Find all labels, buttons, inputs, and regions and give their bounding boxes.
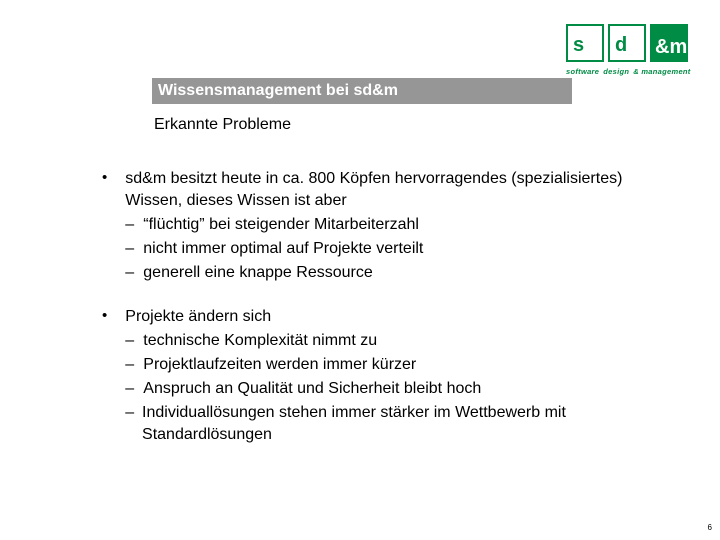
bullet-level2: – “flüchtig” bei steigender Mitarbeiterz… [125,214,662,236]
bullet-text: Projekte ändern sich – technische Komple… [125,306,662,446]
logo-box-m: &m [650,24,688,62]
bullet-dot-icon: • [102,305,107,327]
slide: s d &m software design & management Wiss… [0,0,720,540]
slide-title-bar: Wissensmanagement bei sd&m [152,78,572,104]
bullet-level2: – technische Komplexität nimmt zu [125,330,662,352]
bullet-level1: • Projekte ändern sich – technische Komp… [102,306,662,446]
logo-box-s: s [566,24,604,62]
bullet-level2: – generell eine knappe Ressource [125,262,662,284]
bullet-subtext: technische Komplexität nimmt zu [143,330,377,352]
bullet-subtext: Projektlaufzeiten werden immer kürzer [143,354,416,376]
bullet-subtext: “flüchtig” bei steigender Mitarbeiterzah… [143,214,419,236]
bullet-dash-icon: – [125,330,143,352]
logo-boxes: s d &m [566,24,696,62]
bullet-dot-icon: • [102,167,107,189]
bullet-subtext: generell eine knappe Ressource [143,262,372,284]
bullet-dash-icon: – [125,238,143,260]
bullet-dash-icon: – [125,262,143,284]
logo-tagline: software design & management [566,67,696,76]
bullet-dash-icon: – [125,354,143,376]
bullet-level2: – Projektlaufzeiten werden immer kürzer [125,354,662,376]
bullet-level2: – Individuallösungen stehen immer stärke… [125,402,662,446]
bullet-subtext: nicht immer optimal auf Projekte verteil… [143,238,423,260]
bullet-dash-icon: – [125,402,142,424]
bullet-level2: – Anspruch an Qualität und Sicherheit bl… [125,378,662,400]
bullet-subtext: Individuallösungen stehen immer stärker … [142,402,662,446]
slide-body: • sd&m besitzt heute in ca. 800 Köpfen h… [102,168,662,468]
logo-tagline-word: software [566,67,599,76]
bullet-text-line: sd&m besitzt heute in ca. 800 Köpfen her… [125,170,622,209]
logo-tagline-word: design [603,67,629,76]
bullet-level2: – nicht immer optimal auf Projekte verte… [125,238,662,260]
bullet-level1: • sd&m besitzt heute in ca. 800 Köpfen h… [102,168,662,284]
logo-tagline-word: & management [633,67,690,76]
bullet-text-line: Projekte ändern sich [125,308,271,325]
bullet-dash-icon: – [125,378,143,400]
slide-subtitle: Erkannte Probleme [154,116,291,134]
bullet-text: sd&m besitzt heute in ca. 800 Köpfen her… [125,168,662,284]
bullet-subtext: Anspruch an Qualität und Sicherheit blei… [143,378,481,400]
slide-title: Wissensmanagement bei sd&m [158,82,398,100]
brand-logo: s d &m software design & management [566,24,696,76]
logo-box-d: d [608,24,646,62]
page-number: 6 [708,523,712,532]
bullet-dash-icon: – [125,214,143,236]
